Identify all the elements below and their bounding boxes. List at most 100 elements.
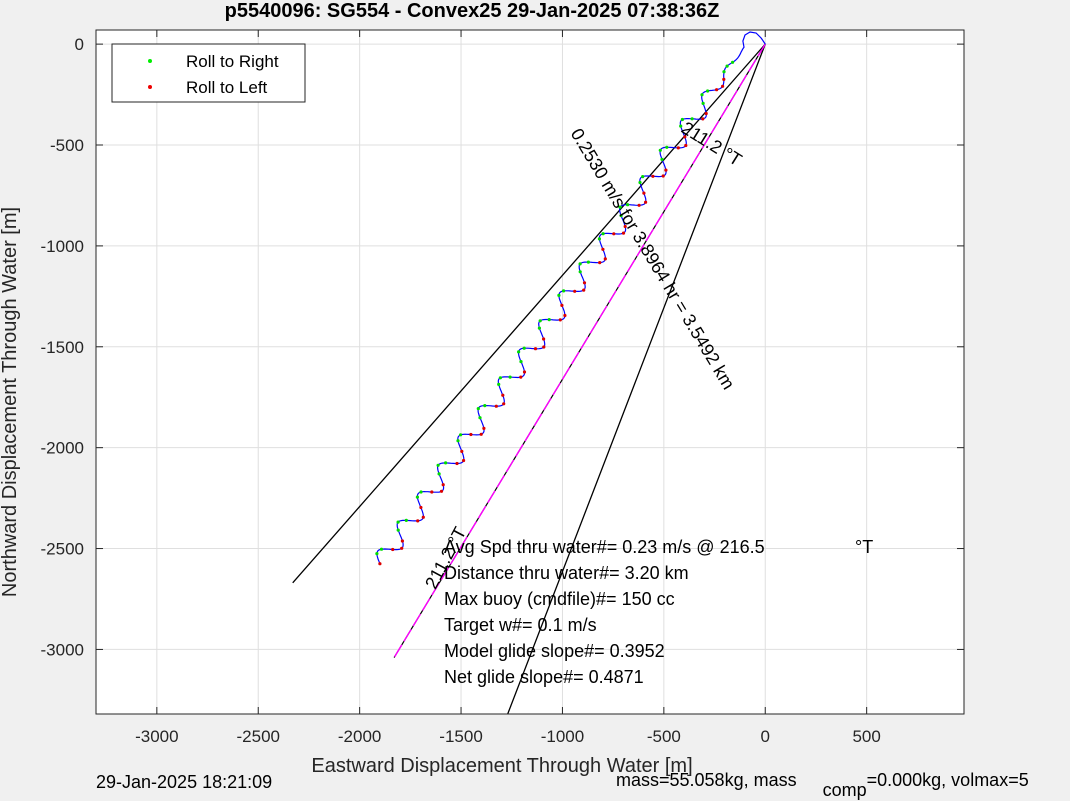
footer-timestamp: 29-Jan-2025 18:21:09	[96, 772, 272, 792]
roll-right-point	[690, 117, 694, 121]
roll-left-point	[469, 432, 473, 437]
roll-right-point	[601, 232, 605, 236]
roll-left-point	[430, 490, 434, 494]
x-tick-label: 0	[761, 727, 770, 746]
annotation-unit: °T	[855, 537, 873, 557]
roll-left-point	[494, 404, 498, 408]
grid-lines	[96, 30, 964, 714]
roll-right-point	[578, 262, 582, 266]
legend-label-roll-left: Roll to Left	[186, 78, 268, 97]
roll-right-point	[538, 319, 542, 323]
roll-left-point	[704, 111, 708, 116]
roll-right-point	[483, 404, 487, 408]
annotation-line: Max buoy (cmdfile)#= 150 cc	[444, 589, 675, 609]
data-layer	[292, 31, 766, 715]
roll-left-point	[482, 426, 486, 430]
roll-right-point	[522, 346, 526, 350]
roll-left-point	[621, 231, 626, 235]
legend-marker-roll-left	[148, 85, 152, 89]
axes-box	[95, 29, 965, 715]
x-tick-label: -2500	[237, 727, 280, 746]
roll-left-point	[661, 174, 665, 178]
roll-right-point	[519, 360, 523, 364]
roll-right-point	[557, 293, 561, 297]
x-tick-label: -2000	[338, 727, 381, 746]
roll-left-point	[676, 146, 680, 150]
y-tick-label: -2000	[41, 439, 84, 458]
roll-left-point	[560, 303, 564, 307]
x-tick-label: -1000	[541, 727, 584, 746]
roll-left-point	[715, 88, 719, 92]
roll-right-point	[619, 214, 623, 218]
roll-right-point	[396, 528, 400, 532]
roll-left-point	[462, 458, 466, 463]
y-tick-label: -2500	[41, 540, 84, 559]
roll-right-point	[456, 439, 460, 443]
roll-right-point	[660, 157, 664, 161]
footer-mass: mass=55.058kg, mass comp=0.000kg, volmax=…	[616, 770, 1029, 800]
roll-left-point	[558, 318, 562, 322]
roll-right-point	[508, 375, 512, 379]
roll-right-point	[680, 117, 685, 122]
roll-left-point	[542, 345, 546, 349]
roll-right-point	[517, 350, 521, 354]
roll-right-point	[537, 326, 542, 330]
roll-left-point	[479, 432, 483, 436]
roll-left-point	[563, 313, 567, 318]
legend-label-roll-right: Roll to Right	[186, 52, 279, 71]
roll-right-point	[731, 60, 735, 64]
roll-left-point	[502, 402, 506, 406]
roll-right-point	[498, 376, 502, 380]
y-tick-label: -3000	[41, 640, 84, 659]
roll-left-point	[416, 519, 420, 523]
roll-right-point	[626, 203, 630, 207]
x-tick-label: 500	[852, 727, 880, 746]
y-tick-label: 0	[75, 35, 84, 54]
roll-right-point	[665, 145, 669, 149]
roll-right-point	[562, 289, 566, 293]
roll-right-point	[722, 70, 726, 74]
roll-right-point	[700, 93, 704, 97]
y-tick-label: -1000	[41, 237, 84, 256]
roll-left-point	[684, 143, 688, 148]
roll-left-point	[455, 461, 459, 466]
ticks: -3000 -2500 -2000 -1500 -1000 -500 0 500 0 -500 -1…	[41, 30, 964, 746]
roll-left-point	[519, 375, 523, 379]
annotation-line: Avg Spd thru water#= 0.23 m/s @ 216.5	[444, 537, 765, 557]
x-tick-label: -1500	[439, 727, 482, 746]
roll-right-point	[658, 148, 662, 152]
roll-right-point	[419, 490, 423, 494]
roll-left-point	[701, 117, 705, 121]
roll-left-point	[664, 168, 668, 172]
annotation-line: Target w#= 0.1 m/s	[444, 615, 597, 635]
legend: Roll to Right Roll to Left	[111, 43, 306, 103]
roll-left-point	[722, 77, 726, 81]
roll-left-point	[644, 200, 648, 204]
chart-title: p5540096: SG554 - Convex25 29-Jan-2025 0…	[225, 0, 720, 22]
roll-left-point	[522, 370, 527, 374]
roll-right-point	[578, 270, 582, 274]
roll-left-point	[582, 281, 587, 285]
roll-left-point	[601, 247, 605, 251]
roll-left-point	[441, 483, 445, 487]
roll-left-point	[582, 288, 586, 292]
x-tick-label: -3000	[135, 727, 178, 746]
roll-right-point	[497, 382, 501, 386]
y-tick-label: -1500	[41, 338, 84, 357]
roll-left-point	[683, 135, 687, 139]
roll-left-point	[400, 546, 404, 550]
roll-right-point	[437, 472, 441, 476]
x-tick-label: -500	[647, 727, 681, 746]
roll-left-point	[439, 489, 444, 493]
roll-right-point	[415, 495, 419, 499]
roll-right-point	[375, 552, 379, 556]
roll-right-point	[459, 433, 463, 437]
roll-right-point	[476, 407, 480, 411]
roll-left-point	[421, 515, 425, 519]
roll-left-point	[603, 257, 607, 261]
roll-right-point	[586, 260, 591, 264]
plot-area	[96, 30, 964, 714]
roll-right-point	[679, 124, 683, 128]
footer-mass-text: mass=55.058kg, mass	[616, 770, 797, 790]
roll-right-point	[547, 318, 551, 322]
